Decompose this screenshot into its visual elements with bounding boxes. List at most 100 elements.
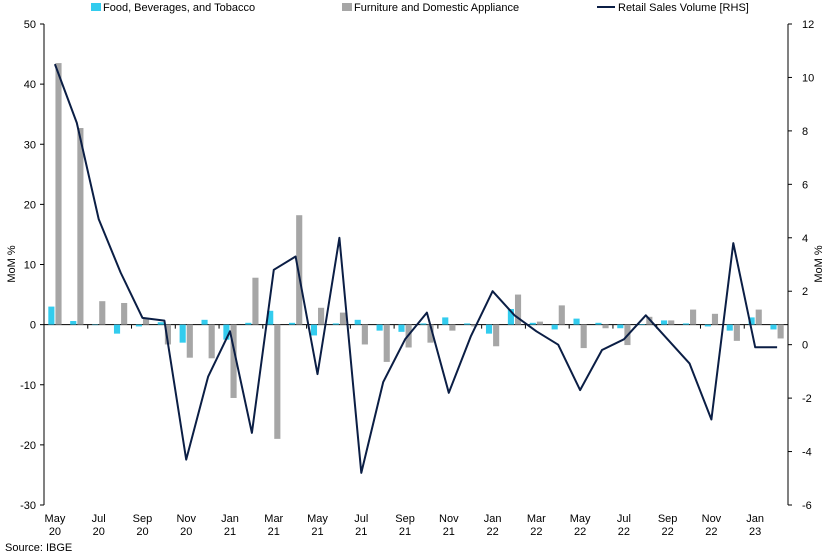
bar-furniture [55, 63, 62, 325]
x-tick-label-year: 22 [574, 526, 586, 538]
bar-furniture [471, 324, 478, 327]
y-tick-label-left: 10 [24, 260, 36, 272]
x-tick-label-month: Sep [395, 513, 415, 525]
y-axis-title-right: MoM % [813, 245, 825, 283]
x-tick-label-month: May [570, 513, 591, 525]
bar-food [551, 324, 558, 330]
x-tick-label-year: 21 [399, 526, 411, 538]
x-tick-label-year: 20 [136, 526, 148, 538]
y-tick-label-left: 40 [24, 79, 36, 91]
bar-food [267, 310, 274, 325]
bar-furniture [449, 324, 456, 331]
y-tick-label-right: -2 [802, 393, 812, 405]
bar-food [748, 317, 755, 325]
bar-food [573, 318, 580, 325]
x-tick-label-year: 22 [662, 526, 674, 538]
x-tick-label-year: 20 [93, 526, 105, 538]
bar-food [770, 324, 777, 330]
y-tick-label-right: -4 [802, 447, 812, 459]
legend: Food, Beverages, and Tobacco Furniture a… [91, 2, 749, 14]
bar-food [70, 321, 77, 325]
x-tick-label-month: May [307, 513, 328, 525]
x-tick-label-year: 22 [618, 526, 630, 538]
y-tick-label-right: 12 [802, 19, 814, 31]
bar-furniture [318, 307, 325, 325]
y-tick-label-left: 30 [24, 139, 36, 151]
x-tick-label-year: 21 [224, 526, 236, 538]
bar-furniture [580, 324, 587, 349]
bar-furniture [208, 324, 215, 359]
bar-furniture [361, 324, 368, 345]
bar-furniture [339, 312, 347, 325]
x-tick-label-year: 21 [268, 526, 280, 538]
source-note: Source: IBGE [5, 542, 72, 554]
x-tick-label-year: 21 [355, 526, 367, 538]
x-tick-label-month: Nov [702, 513, 722, 525]
bar-furniture [690, 309, 697, 325]
plot-area: -30-20-1001020304050-6-4-2024681012May20… [20, 19, 814, 538]
x-tick-label-year: 21 [443, 526, 455, 538]
x-tick-label-month: Sep [658, 513, 678, 525]
x-tick-label-year: 21 [311, 526, 323, 538]
bar-furniture [646, 316, 653, 325]
bar-food [310, 324, 318, 336]
bar-food [354, 319, 361, 325]
bar-food [704, 324, 711, 327]
bar-furniture [536, 321, 543, 325]
x-tick-label-year: 22 [530, 526, 542, 538]
bar-furniture [142, 318, 150, 325]
x-tick-label-month: May [45, 513, 66, 525]
bar-food [507, 308, 514, 325]
bar-furniture [383, 324, 390, 362]
bar-furniture [711, 313, 719, 325]
bar-food [179, 324, 186, 343]
bar-furniture [99, 301, 106, 325]
bar-food [682, 323, 690, 325]
y-tick-label-left: 50 [24, 19, 36, 31]
bar-food [376, 324, 383, 331]
bar-furniture [274, 324, 281, 439]
bar-food [617, 324, 624, 329]
bar-food [223, 324, 230, 340]
x-tick-label-month: Jan [746, 513, 764, 525]
bar-food [113, 324, 121, 334]
y-tick-label-right: 8 [802, 126, 808, 138]
x-tick-label-month: Mar [527, 513, 546, 525]
bar-furniture [493, 324, 500, 347]
bar-furniture [186, 324, 193, 358]
y-axis-title-left: MoM % [6, 245, 18, 283]
bar-food [332, 323, 339, 325]
x-tick-label-year: 20 [49, 526, 61, 538]
y-tick-label-right: 2 [802, 286, 808, 298]
line-retail-sales [53, 63, 778, 474]
bar-food [595, 322, 602, 325]
bar-food [398, 324, 405, 332]
bar-food [420, 323, 427, 325]
bar-food [661, 320, 668, 325]
bar-food [529, 322, 536, 325]
bar-food [289, 322, 296, 325]
x-tick-label-month: Jan [221, 513, 239, 525]
x-tick-label-month: Jan [484, 513, 502, 525]
bar-furniture [755, 309, 762, 325]
legend-swatch-food [91, 3, 101, 11]
bar-food [157, 322, 164, 325]
legend-label-furniture: Furniture and Domestic Appliance [354, 2, 519, 14]
x-tick-label-year: 22 [486, 526, 498, 538]
bar-food [201, 319, 208, 325]
x-tick-label-month: Nov [176, 513, 196, 525]
x-tick-label-year: 20 [180, 526, 192, 538]
legend-label-food: Food, Beverages, and Tobacco [103, 2, 255, 14]
x-tick-label-month: Mar [264, 513, 283, 525]
bar-furniture [602, 324, 609, 329]
bar-furniture [777, 324, 784, 339]
x-tick-label-month: Jul [354, 513, 368, 525]
bar-furniture [164, 324, 171, 345]
bar-furniture [427, 324, 434, 343]
bar-food [726, 324, 733, 331]
bar-food [245, 322, 252, 325]
bar-furniture [558, 305, 565, 325]
bar-furniture [733, 324, 740, 341]
